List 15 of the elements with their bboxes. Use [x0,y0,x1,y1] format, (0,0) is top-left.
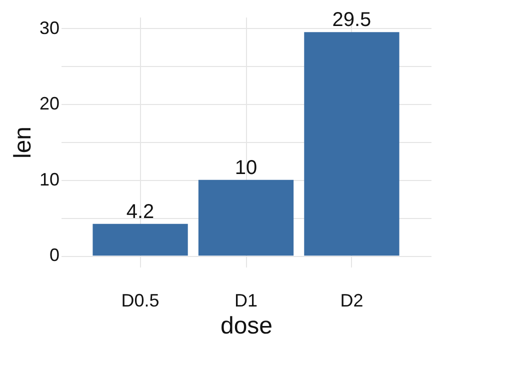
y-axis-title: len [9,126,36,159]
x-tick-label: D1 [234,290,258,310]
y-tick-label: 30 [39,18,60,38]
y-tick-label: 10 [39,169,60,190]
x-tick-label: D0.5 [121,290,160,310]
bar [198,180,294,256]
data-label: 29.5 [332,9,372,32]
y-tick-label: 0 [49,245,60,266]
x-tick-label: D2 [340,290,364,310]
y-tick-label: 20 [39,94,60,114]
data-label: 10 [234,156,258,179]
bar [92,224,188,256]
data-label: 4.2 [126,200,154,223]
x-axis-title: dose [220,312,273,340]
bar [304,32,400,256]
